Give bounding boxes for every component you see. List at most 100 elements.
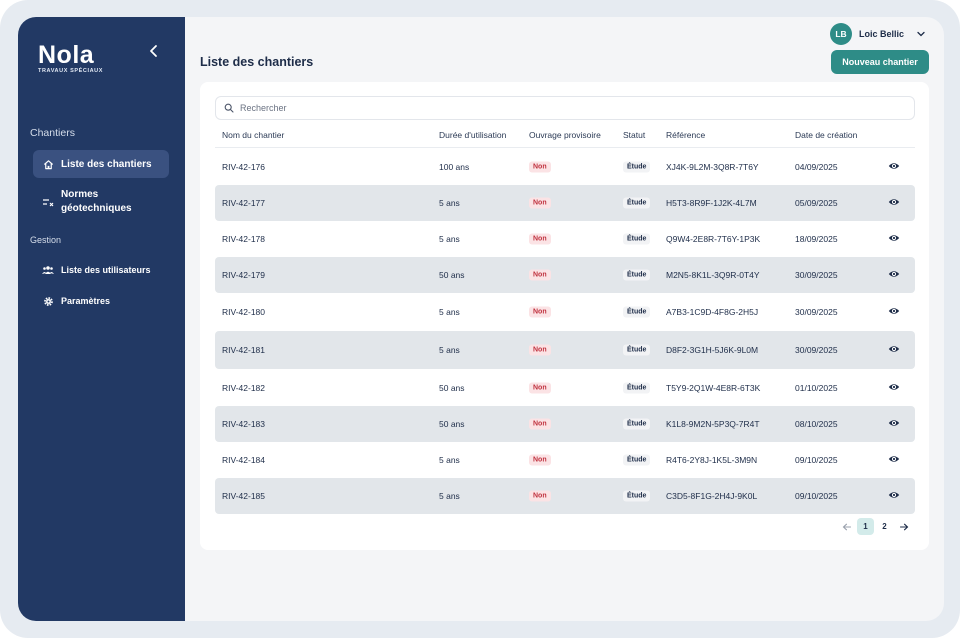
collapse-sidebar-button[interactable] (146, 43, 162, 59)
badge-provisoire: Non (529, 233, 551, 245)
view-button[interactable] (888, 268, 900, 282)
table-row[interactable]: RIV-42-178 5 ans Non Étude Q9W4-2E8R-7T6… (215, 221, 915, 257)
cell-nom: RIV-42-181 (222, 345, 265, 355)
cell-nom: RIV-42-180 (222, 307, 265, 317)
chantiers-card: Nom du chantier Durée d'utilisation Ouvr… (200, 82, 929, 550)
sidebar-item-normes[interactable]: Normes géotechniques (33, 184, 169, 220)
status-badge: Étude (623, 197, 651, 209)
table-row[interactable]: RIV-42-182 50 ans Non Étude T5Y9-2Q1W-4E… (215, 369, 915, 406)
sidebar-item-liste-chantiers[interactable]: Liste des chantiers (33, 150, 169, 178)
view-button[interactable] (888, 343, 900, 357)
table-row[interactable]: RIV-42-176 100 ans Non Étude XJ4K-9L2M-3… (215, 149, 915, 185)
badge-provisoire: Non (529, 382, 551, 393)
badge-provisoire: Non (529, 306, 551, 318)
new-chantier-button[interactable]: Nouveau chantier (831, 50, 929, 74)
table-body: RIV-42-176 100 ans Non Étude XJ4K-9L2M-3… (215, 149, 915, 514)
search-icon (224, 103, 234, 113)
cell-date: 01/10/2025 (795, 382, 838, 393)
badge-provisoire: Non (529, 161, 551, 173)
sidebar-item-label: Paramètres (61, 296, 111, 306)
eye-icon (888, 492, 900, 498)
view-button[interactable] (888, 160, 900, 174)
status-badge: Étude (623, 382, 651, 393)
badge-provisoire: Non (529, 490, 551, 502)
search-input[interactable] (240, 103, 840, 113)
cell-nom: RIV-42-178 (222, 234, 265, 244)
cell-reference: C3D5-8F1G-2H4J-9K0L (666, 491, 758, 501)
main-content: LB Loic Bellic Liste des chantiers Nouve… (185, 17, 944, 621)
chevron-left-icon (150, 45, 157, 57)
logo-subtitle: TRAVAUX SPÉCIAUX (38, 68, 104, 74)
table-row[interactable]: RIV-42-183 50 ans Non Étude K1L8-9M2N-5P… (215, 406, 915, 442)
page-button-2[interactable]: 2 (882, 522, 887, 531)
cell-reference: R4T6-2Y8J-1K5L-3M9N (666, 455, 758, 465)
table-row[interactable]: RIV-42-177 5 ans Non Étude H5T3-8R9F-1J2… (215, 185, 915, 221)
table-row[interactable]: RIV-42-181 5 ans Non Étude D8F2-3G1H-5J6… (215, 331, 915, 369)
home-icon (41, 157, 55, 171)
badge-provisoire: Non (529, 269, 551, 281)
sidebar-item-label: Liste des chantiers (61, 158, 152, 170)
cell-nom: RIV-42-185 (222, 491, 265, 501)
cell-duree: 50 ans (439, 270, 465, 280)
sidebar-item-label-line2: géotechniques (61, 203, 132, 214)
cell-reference: D8F2-3G1H-5J6K-9L0M (666, 345, 759, 355)
chevron-down-icon (917, 31, 925, 37)
cell-date: 05/09/2025 (795, 198, 838, 208)
page-button-1[interactable]: 1 (857, 518, 874, 535)
cell-reference: K1L8-9M2N-5P3Q-7R4T (666, 419, 760, 429)
status-badge: Étude (623, 233, 651, 245)
cell-date: 09/10/2025 (795, 491, 838, 501)
eye-icon (888, 456, 900, 462)
app-screen: Nola TRAVAUX SPÉCIAUX Chantiers Liste de… (18, 17, 944, 621)
column-header-date[interactable]: Date de création (795, 130, 858, 140)
sidebar-section-gestion: Gestion (30, 235, 62, 245)
badge-provisoire: Non (529, 454, 551, 466)
next-page-button[interactable] (895, 518, 912, 535)
status-badge: Étude (623, 306, 651, 318)
cell-nom: RIV-42-177 (222, 198, 265, 208)
view-button[interactable] (888, 305, 900, 319)
table-row[interactable]: RIV-42-185 5 ans Non Étude C3D5-8F1G-2H4… (215, 478, 915, 514)
eye-icon (888, 346, 900, 352)
view-button[interactable] (888, 381, 900, 395)
cell-date: 08/10/2025 (795, 419, 838, 429)
prev-page-button[interactable] (838, 518, 855, 535)
cell-duree: 50 ans (439, 382, 465, 393)
eye-icon (888, 383, 900, 390)
avatar: LB (830, 23, 852, 45)
search-box[interactable] (215, 96, 915, 120)
sidebar-item-label-line1: Normes (61, 189, 99, 200)
eye-icon (888, 163, 900, 169)
cell-duree: 50 ans (439, 419, 465, 429)
user-menu[interactable]: LB Loic Bellic (830, 23, 926, 45)
view-button[interactable] (888, 196, 900, 210)
sidebar: Nola TRAVAUX SPÉCIAUX Chantiers Liste de… (18, 17, 185, 621)
view-button[interactable] (888, 232, 900, 246)
column-header-nom[interactable]: Nom du chantier (222, 130, 285, 140)
view-button[interactable] (888, 453, 900, 467)
table-row[interactable]: RIV-42-179 50 ans Non Étude M2N5-8K1L-3Q… (215, 257, 915, 293)
table-row[interactable]: RIV-42-184 5 ans Non Étude R4T6-2Y8J-1K5… (215, 442, 915, 478)
column-header-duree[interactable]: Durée d'utilisation (439, 130, 507, 140)
cell-duree: 5 ans (439, 455, 460, 465)
cell-nom: RIV-42-176 (222, 162, 265, 172)
status-badge: Étude (623, 269, 651, 281)
sidebar-item-parametres[interactable]: Paramètres (33, 287, 169, 315)
cell-duree: 5 ans (439, 198, 460, 208)
column-header-provisoire[interactable]: Ouvrage provisoire (529, 130, 601, 140)
column-header-statut[interactable]: Statut (623, 130, 646, 140)
view-button[interactable] (888, 417, 900, 431)
table-header: Nom du chantier Durée d'utilisation Ouvr… (215, 122, 915, 148)
cell-nom: RIV-42-184 (222, 455, 265, 465)
column-header-reference[interactable]: Référence (666, 130, 706, 140)
sidebar-item-utilisateurs[interactable]: Liste des utilisateurs (33, 256, 169, 284)
cell-duree: 5 ans (439, 307, 460, 317)
cell-date: 09/10/2025 (795, 455, 838, 465)
table-row[interactable]: RIV-42-180 5 ans Non Étude A7B3-1C9D-4F8… (215, 293, 915, 331)
cell-date: 30/09/2025 (795, 270, 838, 280)
view-button[interactable] (888, 489, 900, 503)
status-badge: Étude (623, 344, 651, 356)
norms-icon (41, 195, 55, 209)
status-badge: Étude (623, 161, 651, 173)
